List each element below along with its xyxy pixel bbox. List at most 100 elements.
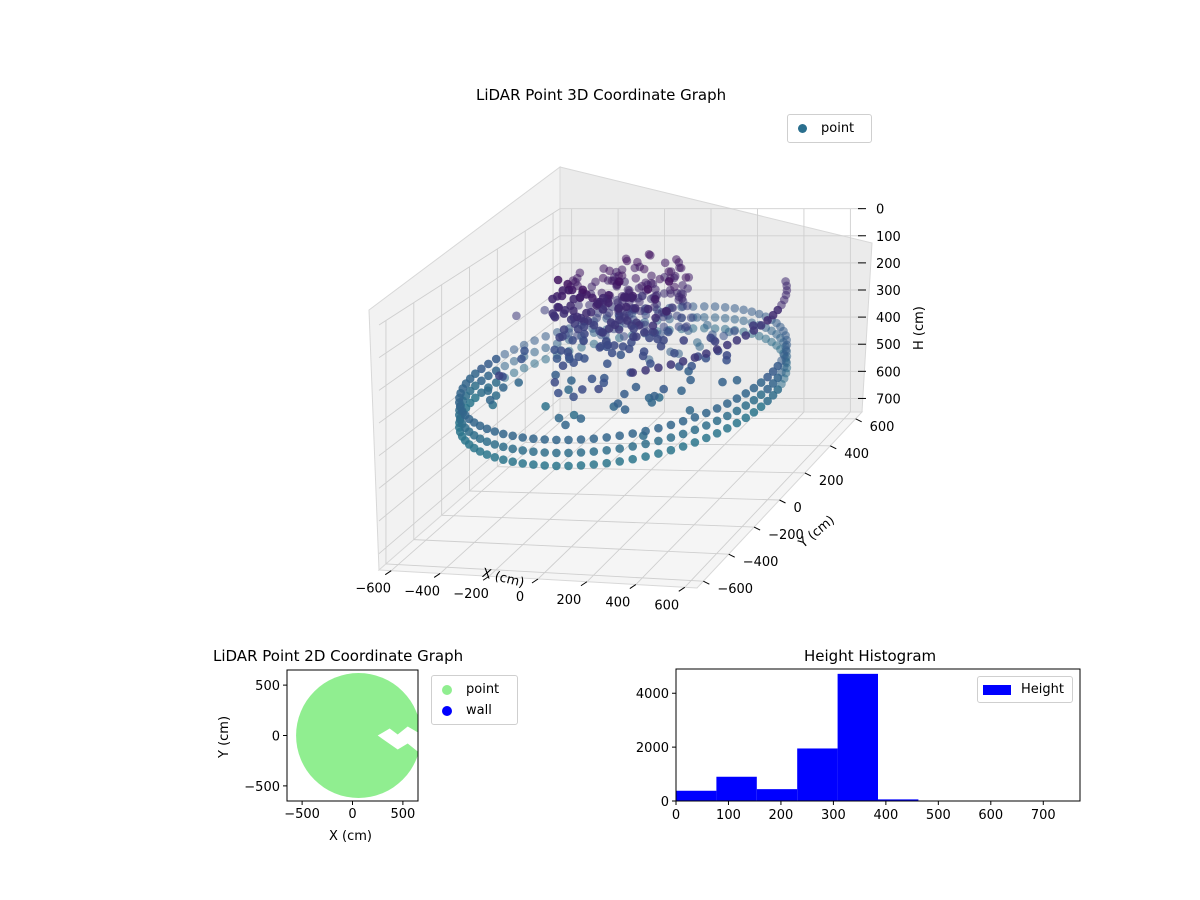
point3d bbox=[477, 364, 486, 374]
point3d bbox=[540, 448, 549, 457]
point3d bbox=[509, 356, 519, 366]
point3d bbox=[540, 435, 549, 444]
point3d bbox=[647, 398, 657, 407]
point3d bbox=[756, 321, 766, 330]
legend-entry-point: point bbox=[788, 118, 871, 139]
ytick-label-2: −200 bbox=[768, 528, 804, 543]
point3d bbox=[672, 255, 681, 264]
point3d bbox=[622, 302, 631, 312]
y2d-tick-label-2: 500 bbox=[255, 679, 280, 694]
grid3d-left-z-3 bbox=[378, 289, 561, 424]
point3d bbox=[530, 336, 539, 345]
legend-swatch-point-2d bbox=[442, 684, 452, 695]
point3d bbox=[628, 368, 637, 377]
point3d bbox=[529, 447, 538, 457]
point3d bbox=[703, 320, 712, 330]
chart2d-xlabel: X (cm) bbox=[329, 829, 372, 844]
point3d bbox=[732, 406, 742, 416]
point3d bbox=[656, 341, 666, 351]
point3d bbox=[718, 377, 727, 387]
xtick-6 bbox=[678, 586, 686, 592]
point3d bbox=[567, 285, 577, 295]
point3d bbox=[768, 367, 778, 376]
point3d bbox=[619, 293, 629, 302]
point3d bbox=[730, 326, 739, 336]
point3d bbox=[730, 304, 740, 313]
point3d bbox=[518, 459, 527, 468]
point3d bbox=[730, 315, 740, 324]
x2d-tick-label-1: 0 bbox=[348, 807, 356, 822]
point3d bbox=[700, 302, 709, 311]
point3d bbox=[572, 312, 582, 322]
point3d bbox=[554, 388, 563, 398]
point3d bbox=[712, 416, 722, 426]
grid3d-floor-y-1 bbox=[413, 539, 729, 555]
point3d bbox=[548, 294, 557, 304]
point3d bbox=[500, 361, 510, 371]
point3d bbox=[530, 347, 539, 357]
point3d bbox=[646, 359, 655, 368]
point3d bbox=[739, 316, 748, 326]
point3d bbox=[512, 311, 521, 321]
hist-frame bbox=[675, 668, 1081, 802]
point3d bbox=[749, 383, 759, 393]
ytick-4 bbox=[804, 472, 812, 477]
xtick-3 bbox=[531, 578, 539, 584]
point3d bbox=[553, 275, 563, 285]
point3d bbox=[702, 421, 711, 430]
point3d bbox=[660, 258, 670, 268]
point3d bbox=[499, 455, 508, 465]
ztick-label-3: 300 bbox=[876, 284, 901, 299]
hist-bar-0 bbox=[676, 790, 717, 801]
point3d bbox=[681, 273, 691, 282]
point3d bbox=[676, 263, 686, 273]
point3d bbox=[620, 405, 630, 414]
point3d bbox=[586, 307, 596, 317]
point3d bbox=[773, 385, 783, 394]
point3d bbox=[573, 324, 583, 334]
point3d bbox=[723, 411, 732, 421]
point3d bbox=[648, 321, 658, 331]
point3d bbox=[702, 408, 711, 418]
point3d bbox=[530, 359, 539, 368]
gap-2d bbox=[377, 726, 418, 752]
xtick-4 bbox=[580, 581, 588, 587]
point3d bbox=[702, 349, 711, 358]
xtick-1 bbox=[433, 573, 441, 578]
point3d bbox=[500, 349, 510, 359]
grid3d-floor-y-5 bbox=[525, 441, 831, 447]
histogram-plot: 0 100 200 300 400 500 600 700 0 2000 4000 bbox=[636, 668, 1081, 823]
ztick-label-2: 200 bbox=[876, 257, 901, 272]
xtick-label-0: −600 bbox=[355, 582, 391, 597]
ytick-label-4: 200 bbox=[819, 474, 844, 489]
point3d bbox=[631, 274, 641, 283]
point3d bbox=[587, 374, 597, 384]
point3d bbox=[659, 384, 668, 394]
point3d bbox=[651, 313, 660, 323]
point3d bbox=[633, 257, 642, 267]
legend-entry-height: Height bbox=[978, 679, 1072, 700]
point3d bbox=[643, 285, 653, 294]
chart3d-legend: point bbox=[787, 114, 872, 143]
point3d bbox=[732, 375, 742, 385]
point3d bbox=[700, 313, 709, 322]
x2d-tick-label-0: −500 bbox=[284, 807, 320, 822]
point3d bbox=[732, 394, 742, 403]
point3d bbox=[690, 413, 700, 422]
point3d bbox=[763, 384, 772, 394]
point3d bbox=[552, 461, 561, 471]
point3d bbox=[659, 322, 669, 332]
point3d bbox=[732, 418, 742, 428]
point3d bbox=[603, 340, 613, 350]
point3d bbox=[655, 274, 665, 284]
point3d bbox=[645, 333, 654, 343]
point3d bbox=[722, 351, 732, 360]
point3d bbox=[585, 300, 594, 310]
point3d bbox=[569, 358, 578, 368]
hist-xtick-label-2: 200 bbox=[769, 808, 794, 823]
point3d bbox=[555, 333, 564, 342]
point3d bbox=[677, 386, 686, 396]
point3d bbox=[686, 313, 696, 323]
point3d bbox=[593, 299, 602, 309]
point3d bbox=[615, 457, 624, 466]
